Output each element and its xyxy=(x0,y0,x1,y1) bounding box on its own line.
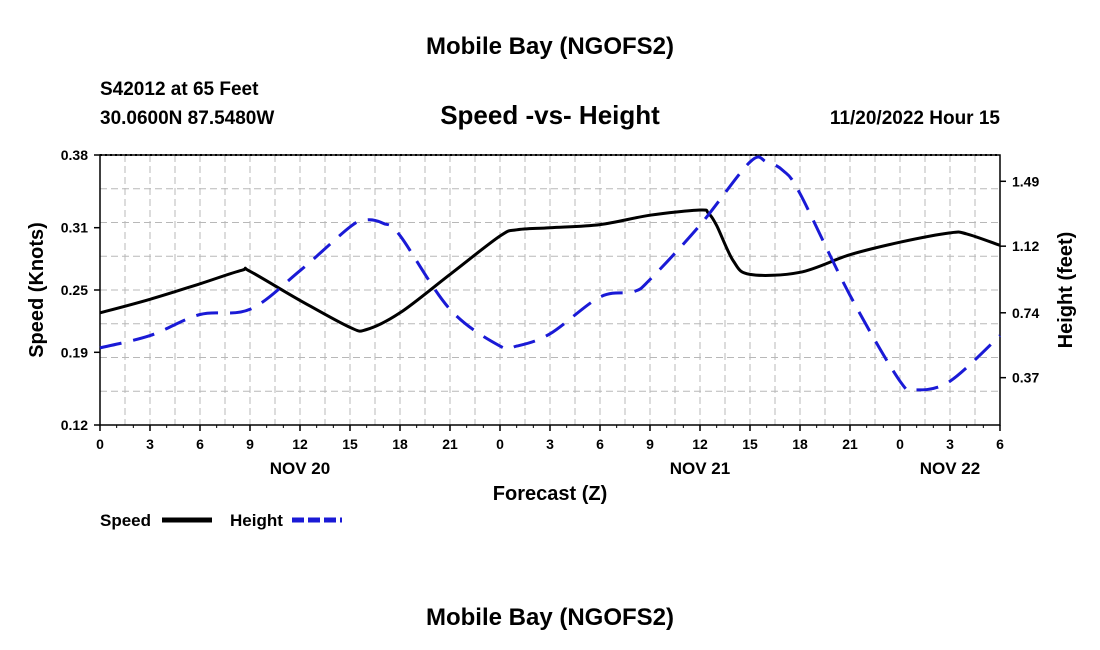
x-tick-label: 3 xyxy=(146,436,154,452)
x-tick-label: 6 xyxy=(196,436,204,452)
x-tick-label: 15 xyxy=(742,436,758,452)
x-tick-label: 9 xyxy=(646,436,654,452)
date-labels: NOV 20 NOV 21 NOV 22 xyxy=(270,459,980,478)
station-label: S42012 at 65 Feet xyxy=(100,79,259,100)
chart-title: Mobile Bay (NGOFS2) xyxy=(426,33,674,60)
x-tick-label: 9 xyxy=(246,436,254,452)
tick-marks xyxy=(94,154,1006,431)
y2-tick-label: 1.49 xyxy=(1012,173,1039,189)
x-tick-label: 21 xyxy=(842,436,858,452)
grid xyxy=(99,154,1001,425)
y2-tick-labels: 0.37 0.74 1.12 1.49 xyxy=(1012,173,1039,385)
legend-speed-label: Speed xyxy=(100,511,151,530)
y2-tick-label: 0.37 xyxy=(1012,370,1039,386)
y-tick-label: 0.38 xyxy=(61,147,88,163)
date-label: NOV 22 xyxy=(920,459,980,478)
y-tick-label: 0.31 xyxy=(61,220,88,236)
chart-subtitle: Speed -vs- Height xyxy=(440,100,660,130)
x-tick-label: 12 xyxy=(292,436,308,452)
x-tick-label: 3 xyxy=(946,436,954,452)
y-tick-label: 0.25 xyxy=(61,282,88,298)
y-tick-label: 0.12 xyxy=(61,417,88,433)
speed-series-line xyxy=(99,208,1001,333)
x-tick-label: 0 xyxy=(496,436,504,452)
legend: Speed Height xyxy=(100,511,342,530)
legend-height-label: Height xyxy=(230,511,283,530)
x-tick-label: 6 xyxy=(596,436,604,452)
x-tick-label: 18 xyxy=(392,436,408,452)
series-layer xyxy=(99,155,1002,393)
x-tick-label: 6 xyxy=(996,436,1004,452)
y-tick-labels: 0.12 0.19 0.25 0.31 0.38 xyxy=(61,147,88,433)
x-tick-label: 12 xyxy=(692,436,708,452)
x-axis-label: Forecast (Z) xyxy=(493,483,607,505)
footer-title: Mobile Bay (NGOFS2) xyxy=(426,604,674,631)
x-tick-labels: 0 3 6 9 12 15 18 21 0 3 6 9 12 15 18 21 0 3 6 xyxy=(96,436,1004,452)
x-tick-label: 0 xyxy=(96,436,104,452)
y-axis-label: Speed (Knots) xyxy=(26,222,48,358)
x-tick-label: 3 xyxy=(546,436,554,452)
coordinates-label: 30.0600N 87.5480W xyxy=(100,108,274,129)
x-tick-label: 15 xyxy=(342,436,358,452)
y2-axis-label: Height (feet) xyxy=(1055,232,1077,349)
x-tick-label: 18 xyxy=(792,436,808,452)
timestamp-label: 11/20/2022 Hour 15 xyxy=(830,108,1000,129)
height-series-line xyxy=(99,155,1002,393)
x-tick-label: 0 xyxy=(896,436,904,452)
y-tick-label: 0.19 xyxy=(61,344,88,360)
y2-tick-label: 1.12 xyxy=(1012,238,1039,254)
date-label: NOV 21 xyxy=(670,459,730,478)
date-label: NOV 20 xyxy=(270,459,330,478)
x-tick-label: 21 xyxy=(442,436,458,452)
y2-tick-label: 0.74 xyxy=(1012,305,1039,321)
